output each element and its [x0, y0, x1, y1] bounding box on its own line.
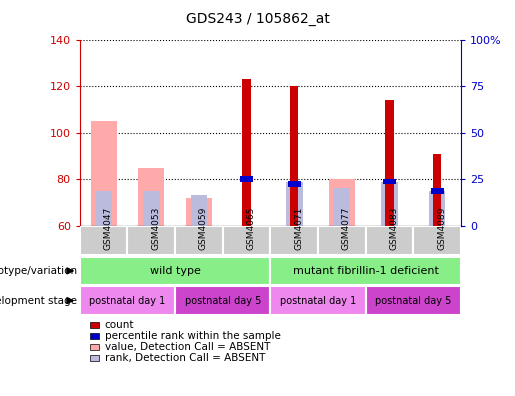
Text: value, Detection Call = ABSENT: value, Detection Call = ABSENT	[105, 342, 270, 352]
Bar	[222, 226, 270, 255]
Bar	[270, 257, 461, 285]
Bar	[383, 179, 396, 185]
Text: GSM4059: GSM4059	[199, 206, 208, 250]
Text: GSM4047: GSM4047	[104, 206, 113, 250]
Bar	[138, 168, 164, 226]
Bar	[318, 226, 366, 255]
Text: GDS243 / 105862_at: GDS243 / 105862_at	[185, 12, 330, 26]
Bar	[242, 79, 251, 226]
Text: GSM4083: GSM4083	[389, 206, 399, 250]
Text: count: count	[105, 320, 134, 330]
Bar	[366, 226, 413, 255]
Bar	[80, 257, 270, 285]
Bar	[433, 154, 441, 226]
Bar	[270, 226, 318, 255]
Text: postnatal day 1: postnatal day 1	[280, 295, 356, 306]
Bar	[80, 286, 175, 315]
Bar	[429, 191, 445, 226]
Bar	[288, 181, 301, 187]
Text: development stage: development stage	[0, 295, 77, 306]
Text: rank, Detection Call = ABSENT: rank, Detection Call = ABSENT	[105, 353, 265, 363]
Bar	[175, 286, 270, 315]
Bar	[381, 181, 398, 226]
Text: wild type: wild type	[150, 266, 200, 276]
Bar	[385, 100, 394, 226]
Text: genotype/variation: genotype/variation	[0, 266, 77, 276]
Bar	[91, 121, 117, 226]
Text: postnatal day 1: postnatal day 1	[89, 295, 166, 306]
Bar	[366, 286, 461, 315]
Bar	[191, 196, 207, 226]
Text: GSM4077: GSM4077	[342, 206, 351, 250]
Text: postnatal day 5: postnatal day 5	[375, 295, 452, 306]
Bar	[270, 286, 366, 315]
Bar	[431, 188, 443, 194]
Text: GSM4065: GSM4065	[247, 206, 255, 250]
Bar	[290, 86, 299, 226]
Bar	[240, 176, 253, 182]
Text: GSM4053: GSM4053	[151, 206, 160, 250]
Bar	[80, 226, 128, 255]
Bar	[334, 188, 350, 226]
Bar	[413, 226, 461, 255]
Text: GSM4089: GSM4089	[437, 206, 446, 250]
Text: mutant fibrillin-1 deficient: mutant fibrillin-1 deficient	[293, 266, 439, 276]
Text: percentile rank within the sample: percentile rank within the sample	[105, 331, 281, 341]
Text: GSM4071: GSM4071	[294, 206, 303, 250]
Bar	[286, 181, 302, 226]
Bar	[143, 191, 160, 226]
Text: postnatal day 5: postnatal day 5	[184, 295, 261, 306]
Bar	[95, 191, 112, 226]
Bar	[175, 226, 222, 255]
Bar	[329, 179, 355, 226]
Bar	[186, 198, 212, 226]
Bar	[128, 226, 175, 255]
